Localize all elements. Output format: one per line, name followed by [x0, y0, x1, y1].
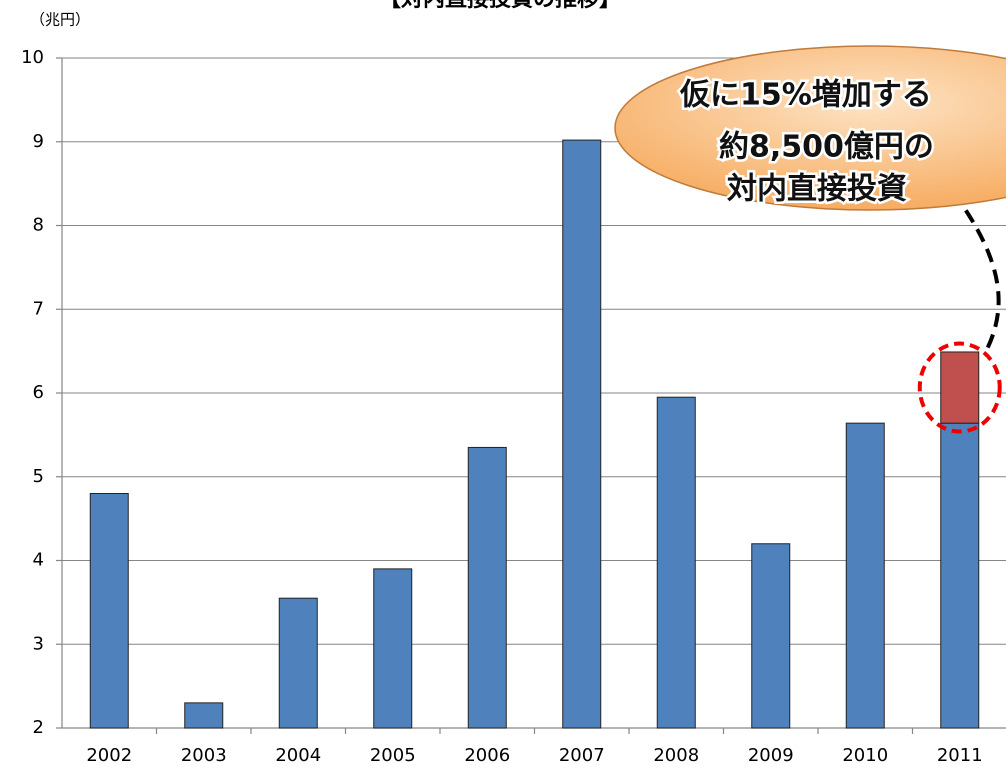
y-tick-label: 7: [33, 298, 44, 319]
bar: [467, 446, 507, 729]
y-tick-label: 10: [21, 47, 44, 68]
y-tick-label: 5: [33, 466, 44, 487]
bar: [940, 422, 980, 729]
bar: [278, 597, 318, 729]
x-tick-label: 2004: [275, 745, 321, 766]
callout-text: 対内直接投資: [727, 172, 907, 207]
bar: [373, 568, 413, 729]
bar: [940, 351, 980, 424]
x-tick-label: 2009: [748, 745, 794, 766]
callout-text: 仮に15%増加する: [679, 78, 932, 113]
x-tick-label: 2008: [653, 745, 699, 766]
x-tick-label: 2006: [464, 745, 510, 766]
y-tick-label: 4: [33, 550, 44, 571]
x-tick-label: 2007: [559, 745, 605, 766]
chart-title: 【対内直接投資の推移】: [379, 0, 621, 12]
bar: [656, 396, 696, 729]
x-tick-label: 2002: [86, 745, 132, 766]
highlight-circle: [917, 341, 1002, 434]
bar: [845, 422, 885, 729]
x-tick-label: 2003: [181, 745, 227, 766]
bar: [89, 493, 129, 729]
callout-text: 約8,500億円の: [719, 130, 934, 165]
x-tick-label: 2005: [370, 745, 416, 766]
x-tick-label: 2010: [842, 745, 888, 766]
bar: [562, 139, 602, 729]
y-tick-label: 6: [33, 382, 44, 403]
y-tick-label: 3: [33, 633, 44, 654]
y-tick-label: 2: [33, 717, 44, 738]
x-tick-label: 2011: [937, 745, 983, 766]
y-tick-label: 9: [33, 131, 44, 152]
callout-bubble: [614, 45, 1006, 211]
y-unit: （兆円）: [30, 11, 90, 29]
bar: [751, 543, 791, 729]
bar: [184, 702, 224, 729]
y-tick-label: 8: [33, 215, 44, 236]
